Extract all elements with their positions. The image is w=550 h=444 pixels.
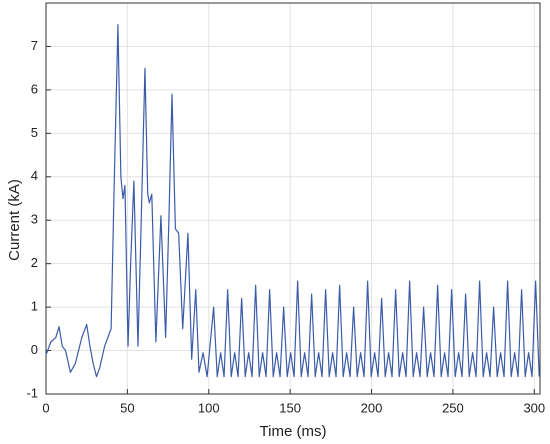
x-tick-label: 50 bbox=[120, 400, 134, 415]
x-tick-label: 0 bbox=[42, 400, 49, 415]
x-tick-label: 300 bbox=[523, 400, 545, 415]
x-tick-label: 200 bbox=[361, 400, 383, 415]
x-tick-label: 150 bbox=[279, 400, 301, 415]
x-tick-label: 100 bbox=[198, 400, 220, 415]
y-axis-label: Current (kA) bbox=[6, 179, 23, 261]
y-tick-label: 4 bbox=[31, 168, 38, 183]
line bbox=[45, 24, 540, 378]
x-axis-label: Time (ms) bbox=[260, 423, 327, 440]
y-tick-label: 6 bbox=[31, 81, 38, 96]
y-tick-label: -1 bbox=[26, 385, 38, 400]
y-tick-label: 3 bbox=[31, 212, 38, 227]
y-tick-label: 7 bbox=[31, 38, 38, 53]
y-tick-label: 5 bbox=[31, 125, 38, 140]
y-tick-label: 2 bbox=[31, 255, 38, 270]
y-tick-label: 1 bbox=[31, 299, 38, 314]
y-tick-label: 0 bbox=[31, 342, 38, 357]
plot-frame bbox=[45, 2, 541, 395]
x-tick-label: 250 bbox=[442, 400, 464, 415]
